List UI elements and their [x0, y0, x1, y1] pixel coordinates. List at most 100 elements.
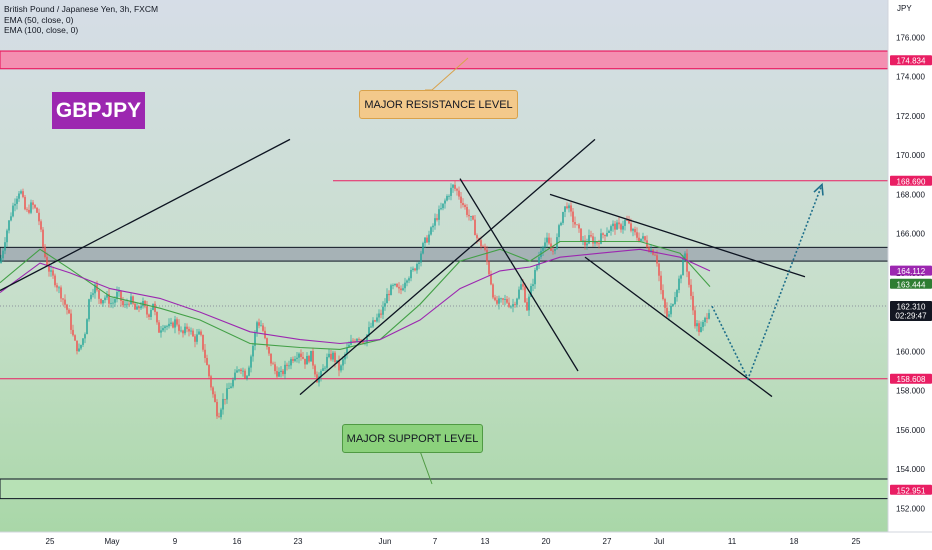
candle [408, 278, 410, 281]
candle [276, 371, 278, 377]
candle [384, 303, 386, 307]
y-tick-label: 176.000 [896, 33, 925, 42]
candle [246, 375, 248, 379]
candle [124, 304, 126, 306]
level-badge-168.690-bg [890, 175, 932, 186]
candle [378, 313, 380, 318]
trend-line-3 [459, 178, 579, 372]
candle [488, 261, 490, 275]
candle [678, 278, 680, 291]
candle [482, 246, 484, 248]
candle [262, 325, 264, 331]
candle [176, 319, 178, 325]
x-tick-label: 11 [728, 537, 737, 546]
candle [150, 310, 152, 317]
candle [374, 320, 376, 322]
candle [666, 307, 668, 317]
candle [336, 360, 338, 363]
candle [24, 196, 26, 210]
candle [68, 309, 70, 314]
candle [462, 202, 464, 206]
candle [600, 233, 602, 244]
candle [444, 200, 446, 204]
x-tick-label: 27 [603, 537, 612, 546]
y-tick-label: 152.000 [896, 504, 925, 513]
candle [636, 232, 638, 238]
level-badge-152.951: 152.951 [897, 486, 926, 495]
candle [314, 365, 316, 375]
candle [552, 250, 554, 252]
candle [548, 237, 550, 244]
candle [624, 220, 626, 226]
candle [464, 205, 466, 208]
candle [340, 365, 342, 371]
candle [310, 350, 312, 362]
candle [252, 345, 254, 357]
ema100-legend: EMA (100, close, 0) [4, 25, 79, 35]
candle [230, 386, 232, 389]
candle [492, 284, 494, 298]
candle [140, 306, 142, 309]
candle [380, 313, 382, 315]
x-tick-label: 23 [294, 537, 303, 546]
candle [188, 328, 190, 332]
candle [20, 191, 22, 194]
candle [590, 235, 592, 237]
candle [500, 298, 502, 300]
candle [442, 203, 444, 209]
candle [594, 242, 596, 244]
trend-line-2 [299, 138, 596, 396]
candle [404, 282, 406, 289]
candle [58, 287, 60, 289]
x-tick-label: 13 [481, 537, 490, 546]
candle [186, 326, 188, 329]
candle [266, 338, 268, 347]
y-tick-label: 160.000 [896, 347, 925, 356]
candle [294, 358, 296, 361]
y-tick-label: 158.000 [896, 387, 925, 396]
candle [398, 286, 400, 289]
candle [218, 416, 220, 418]
candle [324, 367, 326, 369]
candle [198, 331, 200, 335]
symbol-label: GBPJPY [52, 92, 145, 129]
candle [456, 188, 458, 191]
candle [136, 306, 138, 310]
candle [698, 323, 700, 333]
candle [428, 234, 430, 243]
candle [558, 225, 560, 238]
candle [234, 372, 236, 380]
y-tick-label: 172.000 [896, 112, 925, 121]
candle [54, 275, 56, 286]
candle [320, 370, 322, 377]
candle [148, 314, 150, 317]
candle [72, 329, 74, 336]
candle [618, 222, 620, 225]
candle [642, 236, 644, 239]
candle [244, 370, 246, 379]
candle [656, 255, 658, 264]
candle [42, 229, 44, 247]
candle [490, 274, 492, 285]
candle [424, 237, 426, 244]
candle [220, 409, 222, 418]
candle [304, 358, 306, 365]
x-tick-label: Jul [654, 537, 664, 546]
candle [170, 322, 172, 324]
candle [190, 330, 192, 332]
x-tick-label: 20 [542, 537, 551, 546]
candle [110, 302, 112, 304]
candle [146, 306, 148, 315]
candle [4, 242, 6, 251]
candle [206, 357, 208, 366]
trend-line-1 [0, 138, 291, 292]
candle [544, 242, 546, 248]
candle [434, 218, 436, 226]
x-tick-label: May [104, 537, 119, 546]
candle [268, 346, 270, 354]
candle [432, 225, 434, 228]
candle [50, 270, 52, 272]
candle [498, 298, 500, 304]
candle [588, 235, 590, 244]
